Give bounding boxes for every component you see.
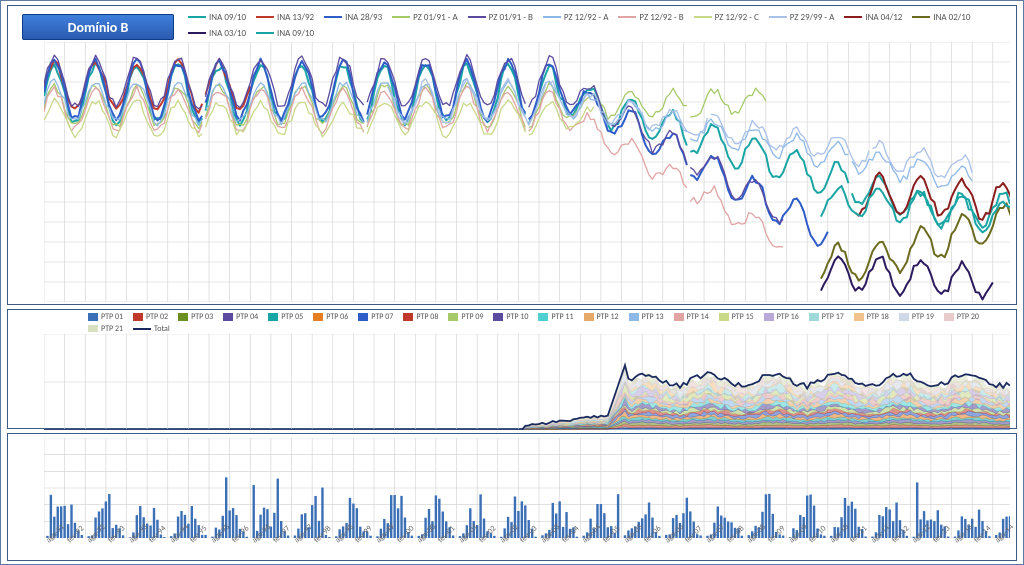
legend-item: INA 13/92 xyxy=(256,12,314,23)
legend-panel2: PTP 01 PTP 02 PTP 03 PTP 04 PTP 05 PTP 06 PTP … xyxy=(88,312,1010,332)
legend-label: INA 28/93 xyxy=(345,12,382,23)
legend-item: PTP 19 xyxy=(899,312,934,322)
legend-item: PTP 08 xyxy=(403,312,438,322)
legend-item: PTP 03 xyxy=(178,312,213,322)
legend-item: PTP 10 xyxy=(493,312,528,322)
legend-item: PTP 20 xyxy=(944,312,979,322)
legend-item: INA 28/93 xyxy=(324,12,382,23)
legend-item: PTP 18 xyxy=(854,312,889,322)
panel-rainfall: 020040060080010001200 ago-91fev-92ago-92… xyxy=(7,433,1017,561)
legend-item: PTP 16 xyxy=(764,312,799,322)
legend-item: PZ 01/91 - A xyxy=(392,12,458,23)
legend-item: PTP 15 xyxy=(719,312,754,322)
legend-item: PZ 29/99 - A xyxy=(769,12,835,23)
panel-ptp: PTP 01 PTP 02 PTP 03 PTP 04 PTP 05 PTP 06 PTP … xyxy=(7,309,1017,429)
legend-item: PTP 04 xyxy=(223,312,258,322)
legend-label: PZ 12/92 - C xyxy=(715,12,759,23)
legend-label: PZ 12/92 - A xyxy=(564,12,609,23)
legend-label: INA 02/10 xyxy=(933,12,970,23)
legend-item: PZ 12/92 - A xyxy=(543,12,609,23)
legend-item: PTP 12 xyxy=(584,312,619,322)
legend-item: INA 09/10 xyxy=(188,12,246,23)
legend-item: INA 09/10 xyxy=(256,28,314,39)
legend-item: PTP 05 xyxy=(268,312,303,322)
chart-rainfall-bars: 020040060080010001200 xyxy=(44,438,1010,538)
legend-label: INA 04/12 xyxy=(865,12,902,23)
legend-item: PTP 06 xyxy=(313,312,348,322)
legend-label: PZ 01/91 - A xyxy=(413,12,458,23)
legend-item: INA 03/10 xyxy=(188,28,246,39)
legend-label: PZ 01/91 - B xyxy=(489,12,533,23)
legend-panel1: INA 09/10 INA 13/92 INA 28/93 PZ 01/91 - A P… xyxy=(188,10,1010,40)
legend-item: PTP 21 xyxy=(88,324,123,332)
legend-label: PZ 12/92 - B xyxy=(639,12,683,23)
legend-label: INA 03/10 xyxy=(209,28,246,39)
legend-label: PZ 29/99 - A xyxy=(790,12,835,23)
legend-label: INA 09/10 xyxy=(209,12,246,23)
legend-item: PTP 13 xyxy=(629,312,664,322)
legend-label: INA 09/10 xyxy=(277,28,314,39)
legend-item: PZ 12/92 - B xyxy=(618,12,683,23)
legend-item: PTP 07 xyxy=(358,312,393,322)
domain-badge: Domínio B xyxy=(22,14,174,40)
chart-ptp: 05001000 xyxy=(44,334,1010,430)
legend-item: INA 02/10 xyxy=(912,12,970,23)
legend-item: PTP 09 xyxy=(448,312,483,322)
legend-item: PTP 01 xyxy=(88,312,123,322)
legend-item: Total xyxy=(133,324,170,332)
xaxis-labels: ago-91fev-92ago-92fev-93ago-93fev-94ago-… xyxy=(44,538,1010,558)
legend-label: INA 13/92 xyxy=(277,12,314,23)
chart-line-levels: 1295130013051310131513201325133013351340… xyxy=(44,42,1010,302)
legend-item: INA 04/12 xyxy=(844,12,902,23)
panel-water-levels: Domínio B INA 09/10 INA 13/92 INA 28/93 PZ … xyxy=(7,5,1017,305)
legend-item: PTP 17 xyxy=(809,312,844,322)
legend-item: PTP 11 xyxy=(538,312,573,322)
legend-item: PTP 02 xyxy=(133,312,168,322)
legend-item: PZ 01/91 - B xyxy=(468,12,533,23)
legend-item: PTP 14 xyxy=(674,312,709,322)
legend-item: PZ 12/92 - C xyxy=(694,12,759,23)
